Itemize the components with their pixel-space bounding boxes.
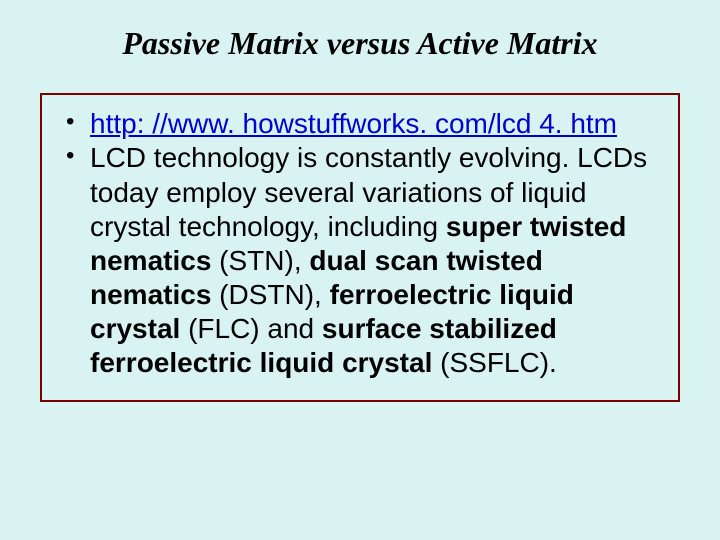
bullet-list: http: //www. howstuffworks. com/lcd 4. h…: [62, 107, 658, 380]
list-item: http: //www. howstuffworks. com/lcd 4. h…: [62, 107, 658, 141]
body-text: (FLC) and: [180, 313, 322, 344]
source-link[interactable]: http: //www. howstuffworks. com/lcd 4. h…: [90, 108, 617, 139]
slide-title: Passive Matrix versus Active Matrix: [40, 26, 680, 61]
list-item: LCD technology is constantly evolving. L…: [62, 141, 658, 380]
body-text: (SSFLC).: [432, 347, 556, 378]
content-box: http: //www. howstuffworks. com/lcd 4. h…: [40, 93, 680, 402]
body-text: (DSTN),: [211, 279, 329, 310]
slide: Passive Matrix versus Active Matrix http…: [0, 0, 720, 540]
body-text: (STN),: [211, 245, 309, 276]
